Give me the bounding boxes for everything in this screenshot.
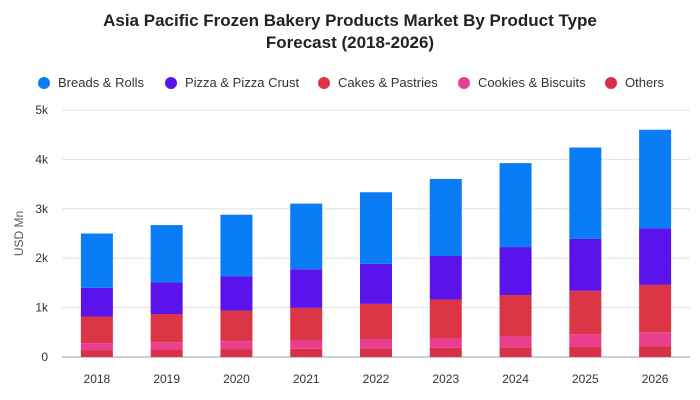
bar-segment-cookies-biscuits bbox=[639, 332, 672, 347]
legend-item-cakes-pastries[interactable]: Cakes & Pastries bbox=[318, 75, 438, 90]
chart-title-line2: Forecast (2018-2026) bbox=[265, 33, 435, 52]
x-tick-label: 2023 bbox=[432, 372, 459, 386]
bar-segment-others bbox=[429, 347, 462, 357]
x-tick-label: 2024 bbox=[502, 372, 529, 386]
bar-segment-cakes-pastries bbox=[360, 303, 392, 339]
y-tick-label: 3k bbox=[35, 202, 49, 216]
bar-segment-breads-rolls bbox=[220, 214, 253, 277]
legend-item-others[interactable]: Others bbox=[605, 75, 664, 90]
legend-label-pizza-crust: Pizza & Pizza Crust bbox=[185, 75, 300, 90]
bar-segment-others bbox=[569, 346, 602, 357]
x-tick-label: 2019 bbox=[153, 372, 180, 386]
bar-segment-others bbox=[80, 350, 113, 357]
bar-segment-breads-rolls bbox=[150, 225, 183, 283]
y-tick-label: 5k bbox=[35, 103, 49, 117]
legend-swatch-pizza-crust bbox=[165, 76, 177, 89]
bar-segment-breads-rolls bbox=[499, 163, 532, 248]
bar-segment-pizza-pizza-crust bbox=[569, 238, 602, 291]
bar-segment-pizza-pizza-crust bbox=[360, 263, 392, 304]
bar-segment-cakes-pastries bbox=[220, 310, 253, 342]
legend-label-cookies-biscuits: Cookies & Biscuits bbox=[478, 75, 586, 90]
legend-label-breads-rolls: Breads & Rolls bbox=[58, 75, 144, 90]
y-tick-label: 0 bbox=[41, 350, 48, 364]
chart-title: Asia Pacific Frozen Bakery Products Mark… bbox=[0, 10, 700, 54]
x-tick-label: 2025 bbox=[572, 372, 599, 386]
legend-item-pizza-crust[interactable]: Pizza & Pizza Crust bbox=[165, 75, 299, 90]
bar-segment-cookies-biscuits bbox=[80, 343, 113, 351]
bar-segment-cookies-biscuits bbox=[429, 337, 462, 348]
x-tick-label: 2026 bbox=[642, 372, 669, 386]
bar-segment-pizza-pizza-crust bbox=[150, 282, 183, 315]
bar-segment-cakes-pastries bbox=[499, 295, 532, 337]
bar-segment-cakes-pastries bbox=[569, 290, 602, 335]
bar-segment-pizza-pizza-crust bbox=[290, 269, 323, 308]
bar-segment-cakes-pastries bbox=[639, 284, 672, 333]
bar-segment-others bbox=[499, 347, 532, 357]
x-tick-label: 2018 bbox=[84, 372, 111, 386]
legend-swatch-cakes-pastries bbox=[318, 76, 330, 89]
y-axis-title: USD Mn bbox=[12, 211, 26, 256]
bar-segment-cakes-pastries bbox=[80, 316, 113, 344]
legend-swatch-others bbox=[605, 76, 617, 89]
bar-segment-cookies-biscuits bbox=[360, 338, 392, 349]
bar-segment-breads-rolls bbox=[639, 129, 672, 229]
bar-segment-pizza-pizza-crust bbox=[499, 247, 532, 296]
legend-label-cakes-pastries: Cakes & Pastries bbox=[338, 75, 438, 90]
legend-swatch-breads-rolls bbox=[38, 76, 50, 89]
legend: Breads & Rolls Pizza & Pizza Crust Cakes… bbox=[0, 75, 700, 93]
bar-segment-cookies-biscuits bbox=[220, 341, 253, 350]
x-tick-label: 2022 bbox=[363, 372, 390, 386]
bar-segment-pizza-pizza-crust bbox=[220, 276, 253, 311]
chart-title-line1: Asia Pacific Frozen Bakery Products Mark… bbox=[103, 11, 597, 30]
bar-segment-pizza-pizza-crust bbox=[80, 287, 113, 317]
legend-item-breads-rolls[interactable]: Breads & Rolls bbox=[38, 75, 144, 90]
bar-segment-cakes-pastries bbox=[429, 299, 462, 338]
x-tick-label: 2021 bbox=[293, 372, 320, 386]
bar-segment-breads-rolls bbox=[290, 203, 323, 270]
bar-segment-cookies-biscuits bbox=[569, 334, 602, 347]
legend-item-cookies-biscuits[interactable]: Cookies & Biscuits bbox=[458, 75, 586, 90]
legend-label-others: Others bbox=[625, 75, 665, 90]
bar-segment-cakes-pastries bbox=[150, 314, 183, 343]
bar-segment-cookies-biscuits bbox=[290, 340, 323, 349]
bar-segment-breads-rolls bbox=[429, 178, 462, 256]
y-tick-label: 2k bbox=[35, 251, 49, 265]
bar-segment-pizza-pizza-crust bbox=[429, 255, 462, 300]
y-tick-label: 1k bbox=[35, 301, 49, 315]
x-tick-label: 2020 bbox=[223, 372, 250, 386]
legend-swatch-cookies-biscuits bbox=[458, 76, 470, 89]
bar-segment-breads-rolls bbox=[80, 233, 113, 288]
bar-segment-cookies-biscuits bbox=[150, 342, 183, 350]
bar-segment-cookies-biscuits bbox=[499, 336, 532, 348]
bar-segment-others bbox=[150, 349, 183, 357]
bar-segment-others bbox=[360, 348, 392, 357]
bar-segment-others bbox=[220, 349, 253, 357]
bar-segment-others bbox=[290, 348, 323, 357]
bar-segment-breads-rolls bbox=[569, 147, 602, 239]
bar-segment-cakes-pastries bbox=[290, 307, 323, 341]
bar-segment-breads-rolls bbox=[360, 192, 392, 264]
y-tick-label: 4k bbox=[35, 152, 49, 166]
bar-segment-others bbox=[639, 346, 672, 357]
bar-segment-pizza-pizza-crust bbox=[639, 228, 672, 285]
